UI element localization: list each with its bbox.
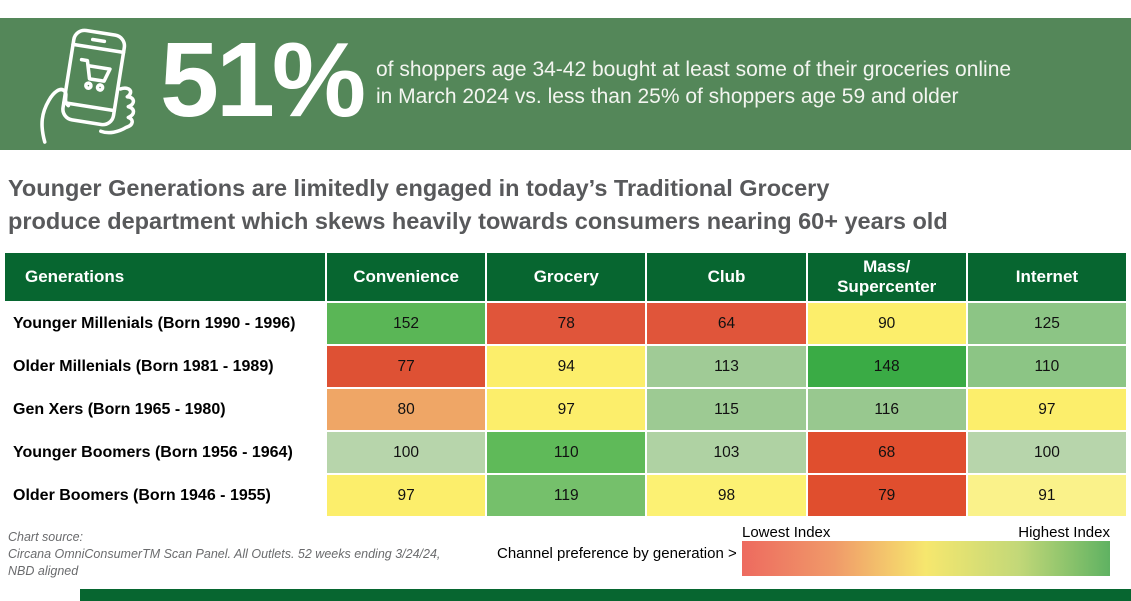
row-label: Gen Xers (Born 1965 - 1980) — [5, 389, 325, 430]
headline-line2: produce department which skews heavily t… — [8, 208, 948, 234]
column-header-4: Mass/ Supercenter — [807, 253, 966, 301]
column-header-1: Convenience — [327, 253, 486, 301]
heatmap-cell: 64 — [647, 303, 806, 344]
column-header-2: Grocery — [487, 253, 646, 301]
heatmap-cell: 68 — [807, 432, 966, 473]
heatmap-cell: 97 — [967, 389, 1126, 430]
column-header-3: Club — [647, 253, 806, 301]
stat-value: 51% — [160, 20, 366, 139]
column-header-generations: Generations — [5, 253, 325, 301]
heatmap-cell: 94 — [487, 346, 646, 387]
heatmap-cell: 79 — [807, 475, 966, 516]
heatmap-cell: 97 — [487, 389, 646, 430]
stat-description-line1: of shoppers age 34-42 bought at least so… — [376, 58, 1012, 81]
legend-highest-label: Highest Index — [1018, 524, 1110, 541]
heatmap-cell: 110 — [967, 346, 1126, 387]
row-label: Younger Boomers (Born 1956 - 1964) — [5, 432, 325, 473]
heatmap-cell: 152 — [327, 303, 486, 344]
heatmap-cell: 97 — [327, 475, 486, 516]
legend-caption: Channel preference by generation > — [497, 545, 737, 562]
headline: Younger Generations are limitedly engage… — [8, 172, 948, 238]
heatmap-cell: 91 — [967, 475, 1126, 516]
heatmap-cell: 98 — [647, 475, 806, 516]
chart-source: Chart source: Circana OmniConsumerTM Sca… — [8, 529, 440, 580]
stat-banner: 51% of shoppers age 34-42 bought at leas… — [0, 18, 1131, 150]
heatmap-cell: 90 — [807, 303, 966, 344]
phone-shopping-cart-icon — [40, 28, 136, 144]
heatmap-cell: 148 — [807, 346, 966, 387]
heatmap-cell: 80 — [327, 389, 486, 430]
heatmap-cell: 115 — [647, 389, 806, 430]
stat-description-line2: in March 2024 vs. less than 25% of shopp… — [376, 85, 959, 108]
bottom-accent-bar — [80, 589, 1131, 601]
row-label: Younger Millenials (Born 1990 - 1996) — [5, 303, 325, 344]
row-label: Older Boomers (Born 1946 - 1955) — [5, 475, 325, 516]
headline-line1: Younger Generations are limitedly engage… — [8, 175, 830, 201]
heatmap-cell: 100 — [327, 432, 486, 473]
heatmap-cell: 125 — [967, 303, 1126, 344]
heatmap-cell: 113 — [647, 346, 806, 387]
chart-source-line3: NBD aligned — [8, 564, 79, 578]
stat-description: of shoppers age 34-42 bought at least so… — [376, 56, 1011, 110]
heatmap-cell: 116 — [807, 389, 966, 430]
heatmap-cell: 110 — [487, 432, 646, 473]
legend-gradient-bar — [742, 541, 1110, 576]
heatmap-cell: 119 — [487, 475, 646, 516]
row-label: Older Millenials (Born 1981 - 1989) — [5, 346, 325, 387]
heatmap-table: Generations Convenience Grocery Club Mass/ S… — [5, 253, 1126, 516]
chart-source-line2: Circana OmniConsumerTM Scan Panel. All O… — [8, 547, 441, 561]
heatmap-cell: 103 — [647, 432, 806, 473]
heatmap-cell: 78 — [487, 303, 646, 344]
legend-lowest-label: Lowest Index — [742, 524, 831, 541]
heatmap-cell: 100 — [967, 432, 1126, 473]
column-header-5: Internet — [967, 253, 1126, 301]
heatmap-cell: 77 — [327, 346, 486, 387]
chart-source-line1: Chart source: — [8, 530, 84, 544]
